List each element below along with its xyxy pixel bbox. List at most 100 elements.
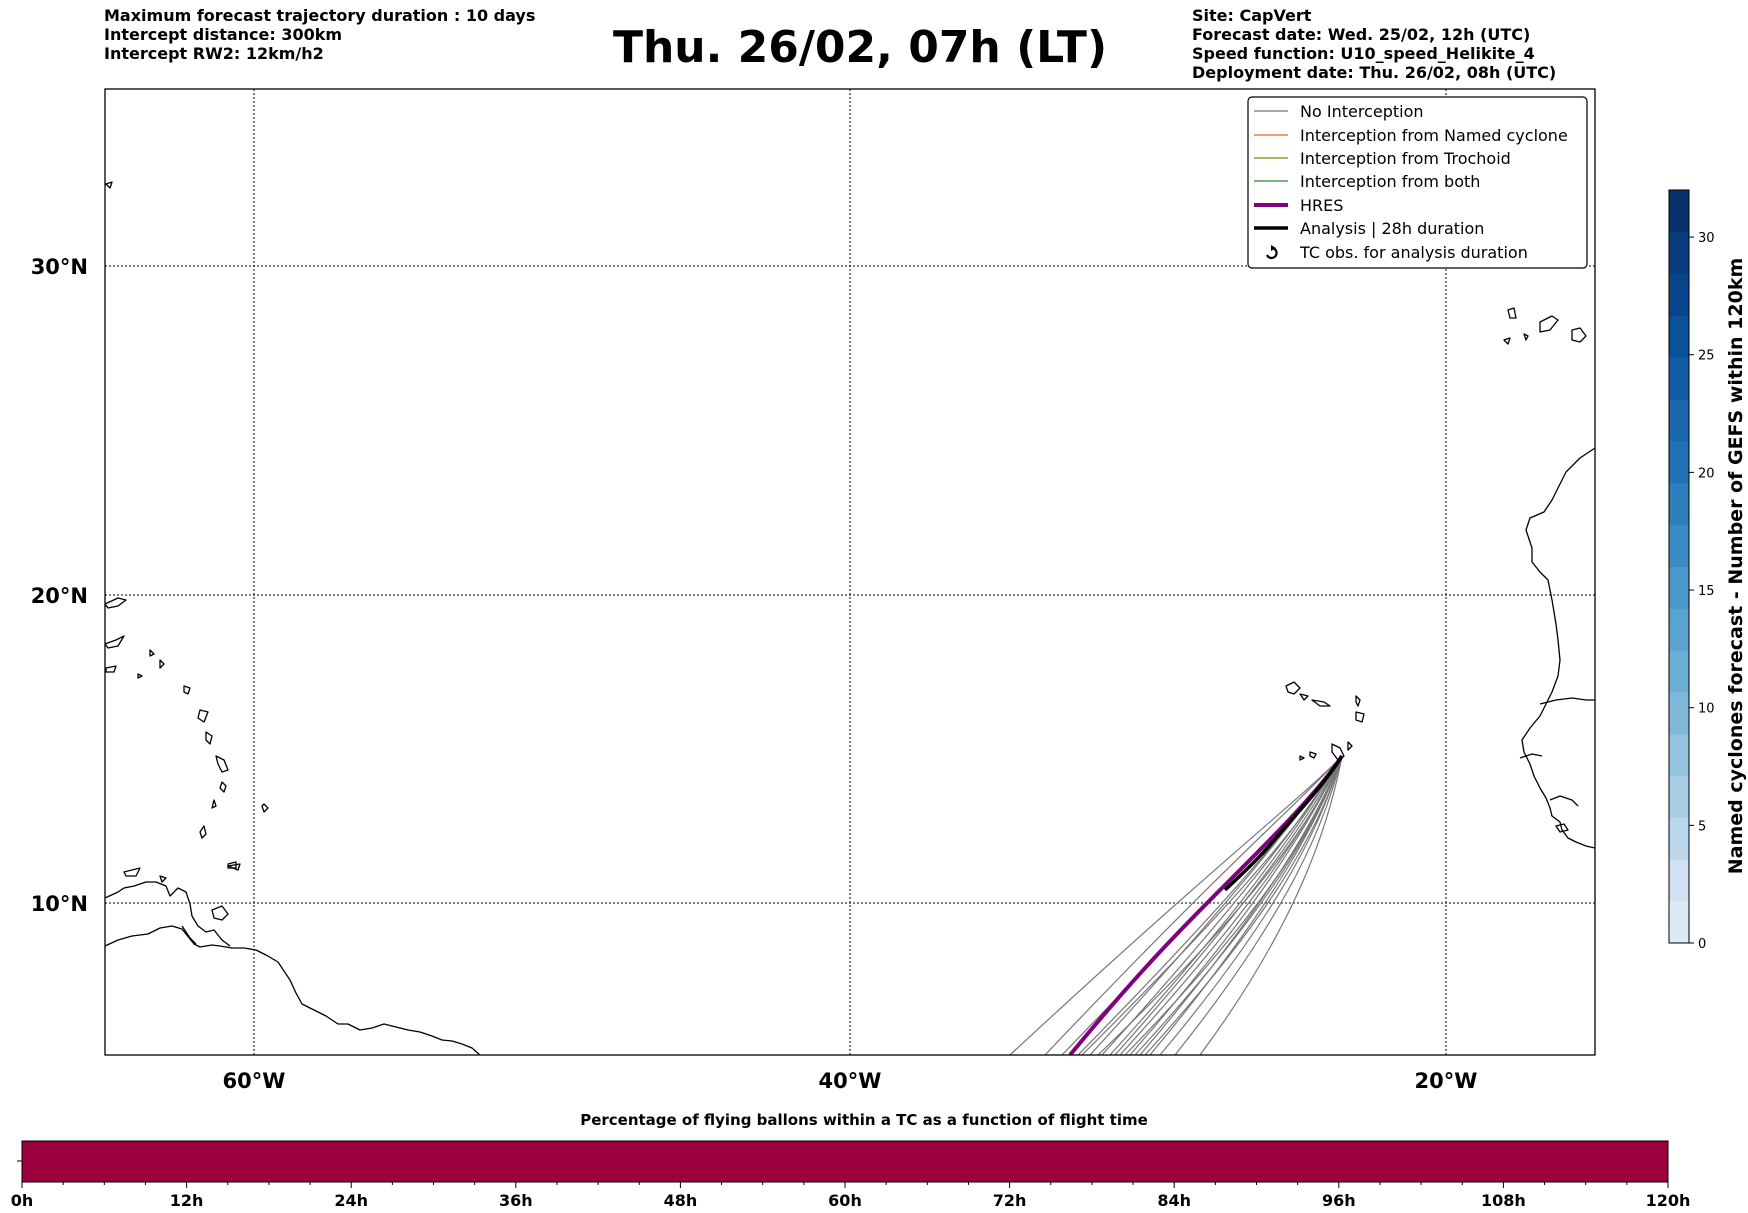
coastlines (105, 181, 1595, 1055)
legend-item: Interception from Named cyclone (1254, 126, 1568, 145)
legend-item: TC obs. for analysis duration (1265, 243, 1528, 262)
coastline-dominica (205, 731, 213, 745)
flight-time-tick-label: 48h (664, 1191, 698, 1210)
legend-label: Analysis | 28h duration (1300, 219, 1484, 238)
flight-time-tick-label: 0h (11, 1191, 34, 1210)
parameter-intercept-distance: Intercept distance: 300km (104, 25, 343, 44)
lat-tick-label: 10°N (31, 892, 88, 916)
legend-item: HRES (1254, 196, 1343, 215)
flight-time-tick-label: 108h (1481, 1191, 1526, 1210)
flight-time-tick-label: 96h (1322, 1191, 1356, 1210)
coastline-barbados (261, 803, 269, 813)
flight-time-tick-label: 72h (993, 1191, 1027, 1210)
coastline-cv-brava (1299, 755, 1305, 761)
coastline-st-vincent (211, 799, 217, 809)
map-legend: No Interception Interception from Named … (1247, 96, 1588, 269)
legend-label: Interception from both (1300, 172, 1480, 191)
flight-time-tick-label: 12h (170, 1191, 204, 1210)
coastline-cv-maio (1347, 741, 1353, 751)
coastline-south-america (105, 925, 481, 1055)
colorbar-segment (1669, 357, 1689, 400)
forecast-parameters: Maximum forecast trajectory duration : 1… (104, 6, 535, 63)
trajectory-ensemble (1097, 755, 1343, 1055)
flight-time-bar-ticks: 0h 12h 24h 36h 48h 60h 72h 84h 96h 108h 120h (11, 1182, 1691, 1210)
cyclone-symbol-icon (1265, 245, 1278, 260)
legend-label: Interception from Named cyclone (1300, 126, 1568, 145)
lat-tick-label: 30°N (31, 255, 88, 279)
site-information: Site: CapVert Forecast date: Wed. 25/02,… (1192, 6, 1556, 82)
flight-time-bar: Percentage of flying ballons within a TC… (11, 1111, 1691, 1210)
coastline-canary-4 (1523, 333, 1529, 341)
coastline-africa (1521, 447, 1595, 849)
lat-tick-label: 20°N (31, 584, 88, 608)
lon-tick-label: 40°W (819, 1069, 882, 1093)
legend-label: No Interception (1300, 102, 1424, 121)
colorbar-segment (1669, 901, 1689, 944)
colorbar-tick-label: 10 (1698, 702, 1715, 717)
speed-function: Speed function: U10_speed_Helikite_4 (1192, 44, 1535, 63)
coastline-bermuda (105, 181, 113, 189)
coastline-canary-5 (1503, 337, 1511, 345)
coastline-gulf-paria (181, 925, 197, 945)
coastline-canary-3 (1571, 327, 1587, 343)
coastline-curacao (159, 875, 167, 883)
legend-label: HRES (1300, 196, 1343, 215)
map-frame (104, 88, 1596, 1056)
colorbar-segment (1669, 817, 1689, 860)
coastline-lesser-3 (137, 673, 143, 679)
colorbar-segment (1669, 775, 1689, 818)
colorbar-tick-label: 5 (1698, 819, 1706, 834)
flight-time-bar-fill (21, 1140, 1669, 1183)
colorbar-blocks (1669, 190, 1689, 944)
colorbar-tick-label: 0 (1698, 937, 1706, 952)
colorbar-segment (1669, 399, 1689, 442)
coastline-cuba-tip (105, 597, 127, 609)
coastline-lesser-2 (159, 659, 165, 669)
coastline-cv-boa-vista (1355, 711, 1365, 723)
legend-item: Interception from Trochoid (1254, 149, 1511, 168)
flight-time-tick-label: 36h (499, 1191, 533, 1210)
colorbar-segment (1669, 859, 1689, 902)
colorbar-ticks: 0 5 10 15 20 25 30 (1689, 231, 1715, 952)
coastline-guinea-bissau (1549, 795, 1579, 807)
ensemble-trajectories (1009, 755, 1343, 1055)
page-title: Thu. 26/02, 07h (LT) (612, 22, 1108, 73)
trajectory-ensemble (1199, 755, 1343, 1055)
colorbar-segment (1669, 608, 1689, 651)
coastline-aruba (123, 867, 141, 877)
coastline-cv-santo-antao (1285, 681, 1301, 695)
lon-tick-label: 20°W (1415, 1069, 1478, 1093)
coastline-cv-sao-vicente (1299, 693, 1309, 701)
trajectory-ensemble (1114, 755, 1343, 1055)
parameter-duration: Maximum forecast trajectory duration : 1… (104, 6, 536, 25)
coastline-caribbean-coast (105, 881, 231, 947)
coastline-senegal-river (1539, 697, 1595, 705)
coastline-antigua (183, 685, 191, 695)
trajectory-ensemble (1124, 755, 1343, 1055)
trajectory-ensemble (1044, 755, 1343, 1055)
trajectory-ensemble (1009, 755, 1343, 1055)
coastline-st-lucia (219, 781, 227, 793)
flight-time-tick-label: 120h (1646, 1191, 1691, 1210)
map-tick-labels: 60°W 40°W 20°W 30°N 20°N 10°N (31, 255, 1478, 1093)
coastline-canary-2 (1539, 315, 1559, 333)
legend-item: Analysis | 28h duration (1254, 219, 1484, 238)
flight-time-bar-title: Percentage of flying ballons within a TC… (580, 1111, 1148, 1129)
colorbar-segment (1669, 650, 1689, 693)
coastline-guadeloupe (197, 709, 209, 723)
coastline-cv-sao-nicolau (1311, 699, 1331, 707)
colorbar-label: Named cyclones forecast - Number of GEFS… (1725, 258, 1747, 875)
coastline-canary-1 (1507, 307, 1517, 319)
coastline-trinidad (211, 905, 229, 921)
parameter-intercept-rw2: Intercept RW2: 12km/h2 (104, 44, 324, 63)
colorbar-tick-label: 25 (1698, 349, 1715, 364)
colorbar-segment (1669, 441, 1689, 484)
coastline-lesser-1 (149, 649, 155, 657)
flight-time-tick-label: 60h (828, 1191, 862, 1210)
colorbar-segment (1669, 273, 1689, 316)
legend-label: TC obs. for analysis duration (1299, 243, 1528, 262)
legend-item: Interception from both (1254, 172, 1480, 191)
colorbar-segment (1669, 566, 1689, 609)
deployment-date: Deployment date: Thu. 26/02, 08h (UTC) (1192, 63, 1557, 82)
